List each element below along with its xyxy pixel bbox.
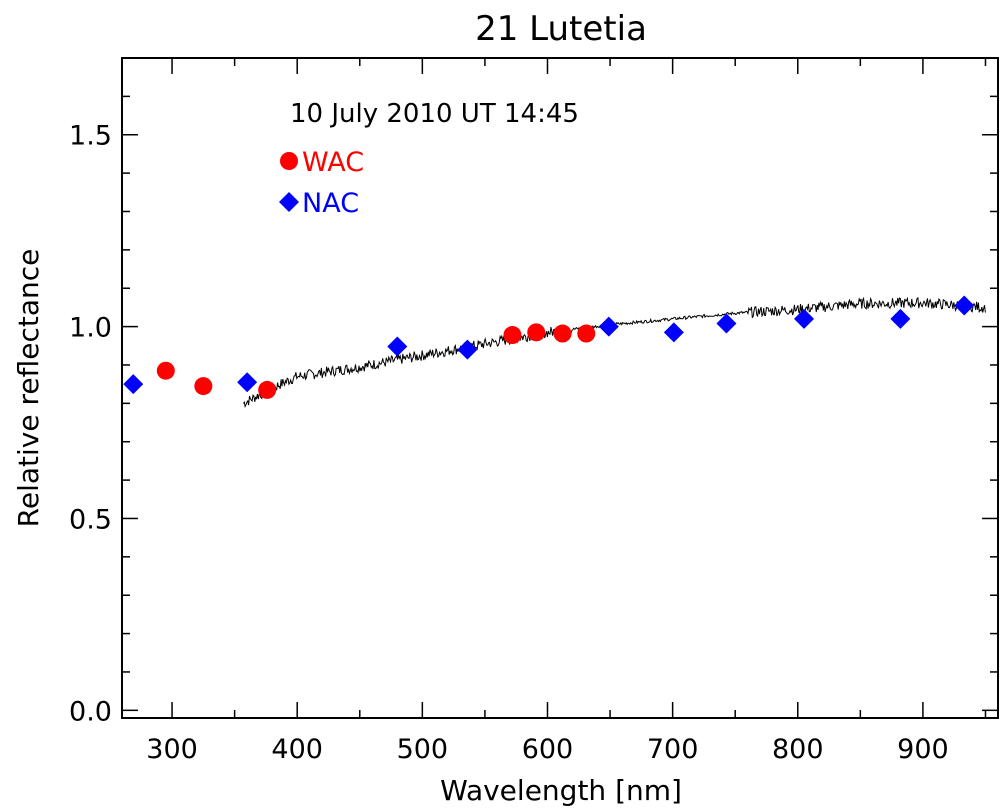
nac-point <box>890 308 911 329</box>
legend-nac-label: NAC <box>302 188 359 219</box>
legend: WAC NAC <box>279 147 364 219</box>
x-tick-labels: 300 400 500 600 700 800 900 <box>146 734 948 765</box>
wac-point <box>503 326 522 345</box>
legend-wac-label: WAC <box>302 147 364 178</box>
plot-frame <box>121 57 999 719</box>
wac-point <box>194 377 213 396</box>
nac-point <box>794 308 815 329</box>
y-tick-label: 0.0 <box>69 696 112 727</box>
wac-point <box>527 323 546 342</box>
spectrum-line <box>242 296 986 409</box>
wac-point <box>577 324 596 343</box>
x-tick-label: 500 <box>397 734 449 765</box>
x-tick-label: 400 <box>271 734 323 765</box>
nac-point <box>954 295 975 316</box>
x-tick-label: 300 <box>146 734 198 765</box>
nac-point <box>598 316 619 337</box>
chart-title: 21 Lutetia <box>475 9 647 49</box>
data-markers <box>123 295 975 399</box>
x-tick-label: 800 <box>772 734 824 765</box>
y-tick-label: 1.5 <box>69 121 112 152</box>
wac-point <box>156 361 175 380</box>
legend-wac-marker <box>280 152 298 170</box>
observation-annotation: 10 July 2010 UT 14:45 <box>290 99 579 129</box>
nac-point <box>716 313 737 334</box>
nac-point <box>663 322 684 343</box>
nac-point <box>123 374 144 395</box>
x-axis-label: Wavelength [nm] <box>440 774 682 807</box>
x-tick-label: 700 <box>647 734 699 765</box>
wac-point <box>553 324 572 343</box>
y-tick-label: 0.5 <box>69 504 112 535</box>
axis-ticks <box>122 58 998 718</box>
y-tick-label: 1.0 <box>69 313 112 344</box>
legend-nac-marker <box>279 192 299 212</box>
nac-point <box>387 336 408 357</box>
nac-point <box>457 339 478 360</box>
x-tick-label: 600 <box>522 734 574 765</box>
wac-point <box>258 380 277 399</box>
y-axis-label: Relative reflectance <box>12 249 45 528</box>
nac-point <box>237 372 258 393</box>
x-tick-label: 900 <box>897 734 949 765</box>
y-tick-labels: 0.0 0.5 1.0 1.5 <box>69 121 112 728</box>
